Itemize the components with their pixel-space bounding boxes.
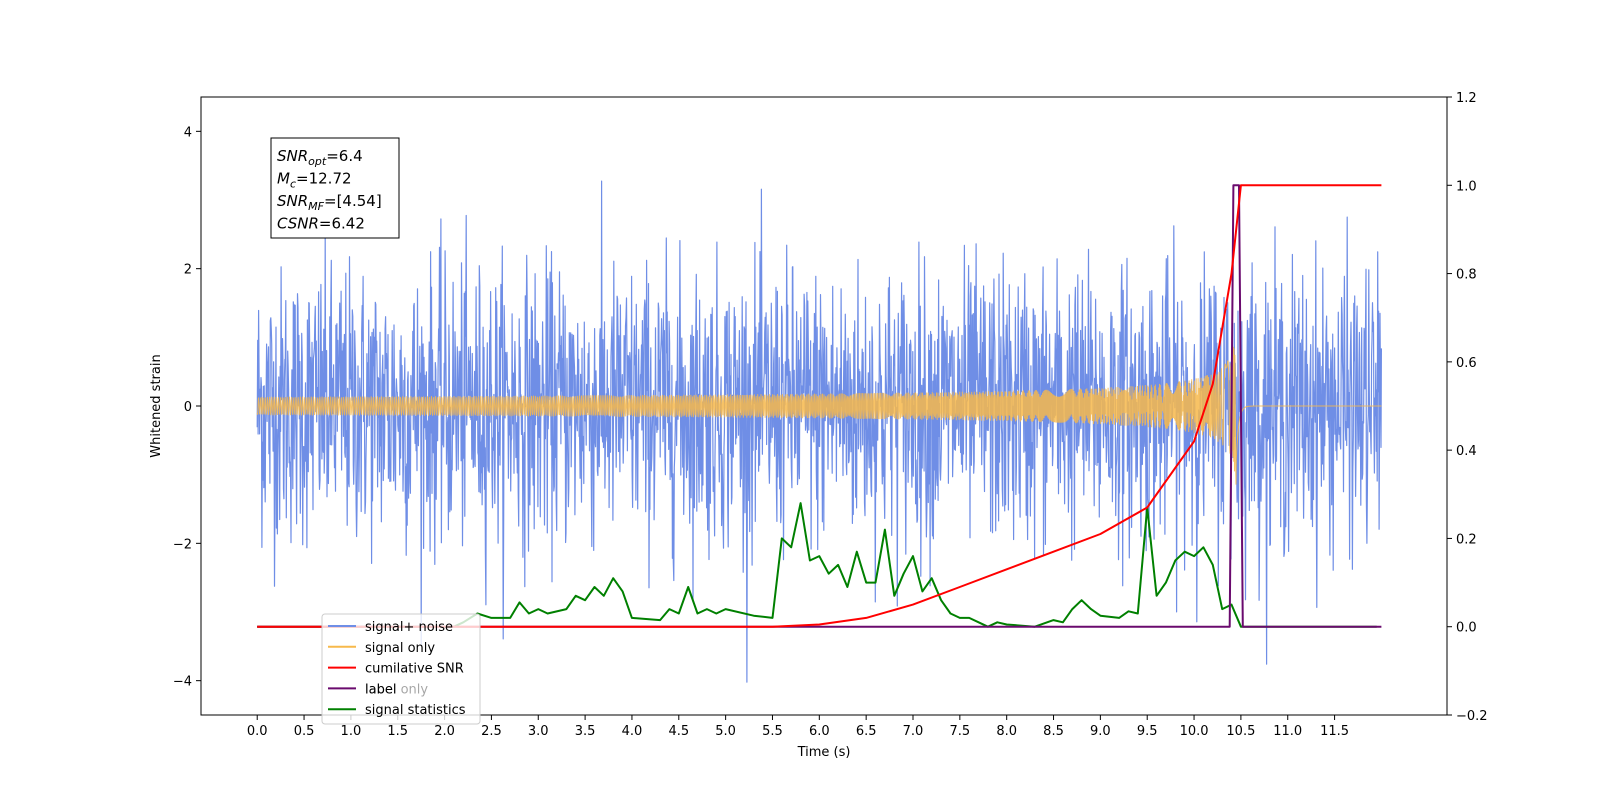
x-tick-label: 11.5 bbox=[1320, 724, 1349, 739]
legend-label: signal+ noise bbox=[365, 620, 453, 635]
x-tick-label: 7.5 bbox=[949, 724, 970, 739]
x-tick-label: 6.5 bbox=[856, 724, 877, 739]
series-signal-statistics bbox=[257, 502, 1377, 628]
legend: signal+ noise signal only cumilative SNR la… bbox=[321, 613, 481, 725]
y-right-tick-label: 0.6 bbox=[1456, 356, 1477, 371]
y-right-tick-label: 0.2 bbox=[1456, 532, 1477, 547]
x-tick-label: 2.0 bbox=[434, 724, 455, 739]
legend-frame bbox=[321, 613, 481, 725]
y-axis-left: −4 −2 0 2 4 bbox=[173, 125, 201, 690]
x-tick-label: 5.5 bbox=[762, 724, 783, 739]
x-tick-label: 10.5 bbox=[1226, 724, 1255, 739]
x-tick-label: 1.0 bbox=[341, 724, 362, 739]
y-right-tick-label: −0.2 bbox=[1456, 709, 1488, 724]
annotation-line: SNRMF=[4.54] bbox=[277, 192, 382, 213]
series-signal-only bbox=[256, 346, 1382, 485]
x-tick-label: 2.5 bbox=[481, 724, 502, 739]
legend-label: cumilative SNR bbox=[365, 662, 464, 677]
x-tick-label: 3.5 bbox=[575, 724, 596, 739]
x-tick-label: 3.0 bbox=[528, 724, 549, 739]
x-tick-label: 8.5 bbox=[1043, 724, 1064, 739]
y-left-tick-label: −2 bbox=[173, 537, 192, 552]
y-left-tick-label: 4 bbox=[184, 125, 192, 140]
legend-label: label bbox=[365, 682, 396, 697]
annotation-line: CSNR=6.42 bbox=[277, 215, 365, 233]
annotation-frame bbox=[270, 137, 400, 239]
legend-label: label only bbox=[365, 682, 428, 697]
y-right-tick-label: 0.4 bbox=[1456, 444, 1477, 459]
y-left-tick-label: −4 bbox=[173, 675, 192, 690]
series-label bbox=[257, 184, 1382, 628]
x-tick-label: 4.0 bbox=[622, 724, 643, 739]
series-cumilative-snr bbox=[257, 184, 1382, 628]
y-left-tick-label: 0 bbox=[184, 400, 192, 415]
x-tick-label: 11.0 bbox=[1273, 724, 1302, 739]
legend-label: signal only bbox=[365, 641, 435, 656]
x-tick-label: 9.0 bbox=[1090, 724, 1111, 739]
legend-label: signal statistics bbox=[365, 703, 466, 718]
y-right-tick-label: 0.8 bbox=[1456, 268, 1477, 283]
x-axis-label: Time (s) bbox=[797, 745, 851, 760]
x-tick-label: 1.5 bbox=[387, 724, 408, 739]
x-tick-label: 4.5 bbox=[668, 724, 689, 739]
annotation-line: SNRopt=6.4 bbox=[277, 147, 363, 168]
x-tick-label: 8.0 bbox=[996, 724, 1017, 739]
y-axis-right: −0.2 0.0 0.2 0.4 0.6 0.8 1.0 1.2 bbox=[1447, 91, 1488, 724]
x-tick-label: 10.0 bbox=[1180, 724, 1209, 739]
y-right-tick-label: 1.2 bbox=[1456, 91, 1477, 106]
x-tick-label: 7.0 bbox=[903, 724, 924, 739]
x-tick-label: 0.0 bbox=[247, 724, 268, 739]
x-axis: 0.0 0.5 1.0 1.5 2.0 2.5 3.0 3.5 4.0 4.5 5.0 5.5 6.0 6… bbox=[247, 715, 1349, 739]
annotation-line: Mc=12.72 bbox=[277, 170, 352, 191]
plot-area bbox=[256, 180, 1383, 683]
x-tick-label: 6.0 bbox=[809, 724, 830, 739]
y-right-tick-label: 1.0 bbox=[1456, 179, 1477, 194]
x-tick-label: 0.5 bbox=[294, 724, 315, 739]
y-right-tick-label: 0.0 bbox=[1456, 621, 1477, 636]
y-left-tick-label: 2 bbox=[184, 263, 192, 278]
y-axis-left-label: Whitened strain bbox=[149, 354, 164, 457]
x-tick-label: 5.0 bbox=[715, 724, 736, 739]
x-tick-label: 9.5 bbox=[1137, 724, 1158, 739]
